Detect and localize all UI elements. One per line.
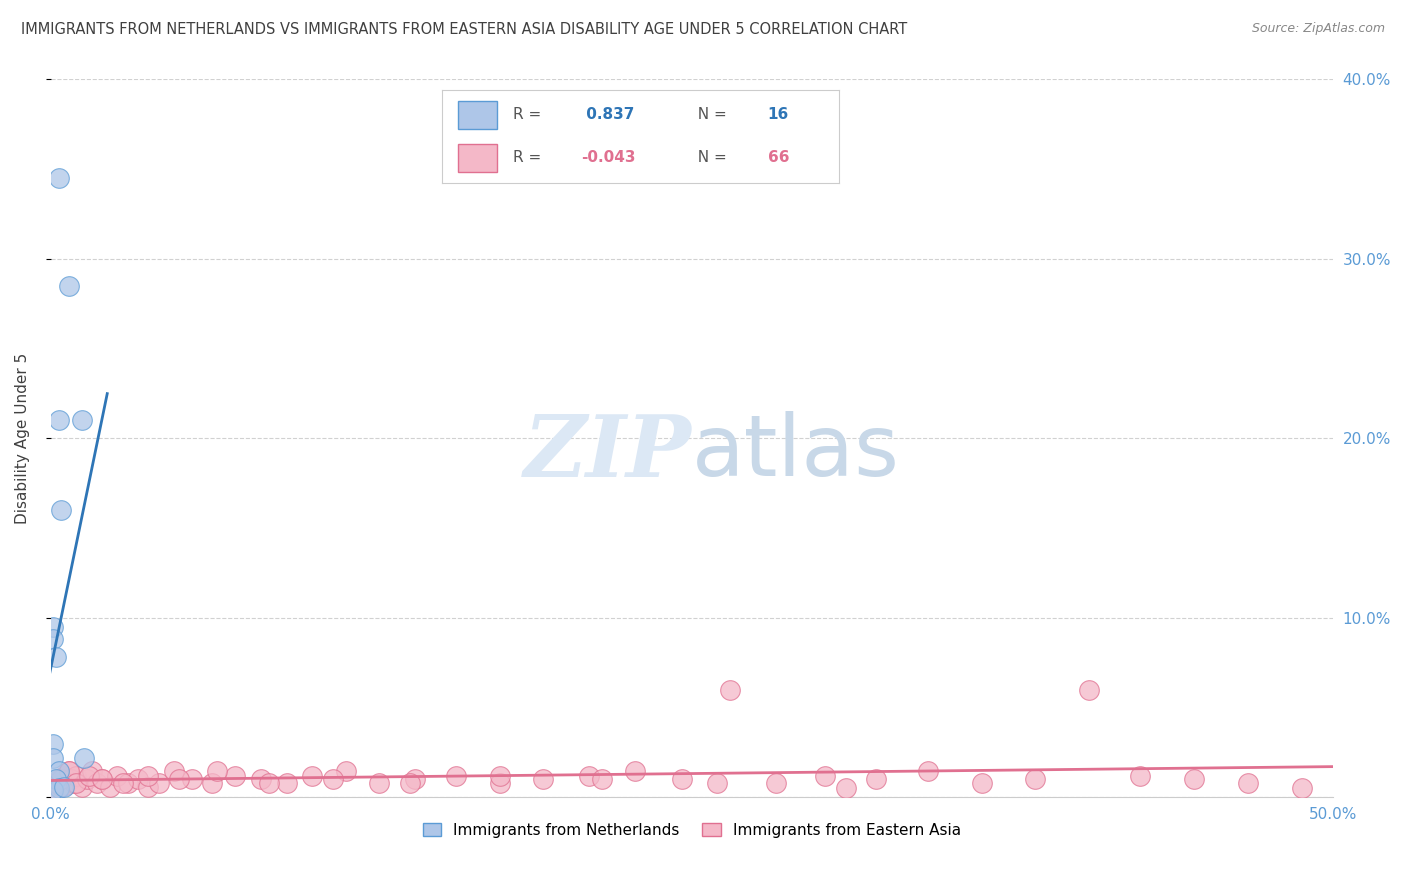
Point — [91, 772, 114, 787]
Point — [136, 780, 159, 794]
Point — [60, 772, 83, 787]
Point — [398, 776, 420, 790]
Point — [578, 769, 600, 783]
Point — [49, 780, 72, 794]
Point — [167, 772, 190, 787]
Point — [42, 632, 65, 647]
Point — [70, 780, 93, 794]
Point — [706, 776, 728, 790]
Point — [45, 650, 67, 665]
Point — [98, 780, 121, 794]
Point — [55, 778, 77, 792]
Point — [201, 776, 224, 790]
Point — [117, 776, 139, 790]
Point — [52, 780, 75, 794]
Point — [48, 764, 70, 778]
Point — [63, 776, 86, 790]
Text: Source: ZipAtlas.com: Source: ZipAtlas.com — [1251, 22, 1385, 36]
Point — [52, 769, 75, 783]
Point — [322, 772, 344, 787]
Point — [917, 764, 939, 778]
Point — [250, 772, 273, 787]
Point — [301, 769, 323, 783]
Point — [368, 776, 391, 790]
Point — [45, 776, 67, 790]
Point — [488, 776, 510, 790]
Point — [127, 772, 149, 787]
Text: IMMIGRANTS FROM NETHERLANDS VS IMMIGRANTS FROM EASTERN ASIA DISABILITY AGE UNDER: IMMIGRANTS FROM NETHERLANDS VS IMMIGRANT… — [21, 22, 907, 37]
Point — [58, 278, 80, 293]
Point — [45, 776, 67, 790]
Point — [42, 781, 65, 796]
Point — [671, 772, 693, 787]
Point — [73, 751, 96, 765]
Point — [970, 776, 993, 790]
Point — [79, 769, 101, 783]
Point — [1129, 769, 1152, 783]
Point — [65, 769, 87, 783]
Point — [1182, 772, 1205, 787]
Point — [49, 772, 72, 787]
Point — [80, 764, 103, 778]
Point — [65, 776, 87, 790]
Point — [814, 769, 837, 783]
Text: atlas: atlas — [692, 411, 900, 494]
Point — [70, 413, 93, 427]
Point — [42, 620, 65, 634]
Point — [531, 772, 554, 787]
Point — [276, 776, 298, 790]
Point — [444, 769, 467, 783]
Point — [488, 769, 510, 783]
Point — [257, 776, 280, 790]
Point — [335, 764, 357, 778]
Point — [86, 776, 108, 790]
Point — [58, 764, 80, 778]
Point — [48, 781, 70, 796]
Point — [404, 772, 426, 787]
Point — [42, 783, 65, 797]
Y-axis label: Disability Age Under 5: Disability Age Under 5 — [15, 352, 30, 524]
Point — [49, 503, 72, 517]
Point — [718, 682, 741, 697]
Point — [1078, 682, 1101, 697]
Point — [1237, 776, 1260, 790]
Text: ZIP: ZIP — [524, 411, 692, 494]
Point — [591, 772, 613, 787]
Point — [624, 764, 647, 778]
Point — [207, 764, 229, 778]
Point — [224, 769, 246, 783]
Point — [765, 776, 787, 790]
Point — [48, 170, 70, 185]
Point — [180, 772, 202, 787]
Point — [136, 769, 159, 783]
Point — [48, 772, 70, 787]
Point — [111, 776, 134, 790]
Point — [42, 751, 65, 765]
Point — [48, 413, 70, 427]
Point — [1024, 772, 1046, 787]
Point — [42, 737, 65, 751]
Point — [91, 772, 114, 787]
Point — [834, 781, 856, 796]
Legend: Immigrants from Netherlands, Immigrants from Eastern Asia: Immigrants from Netherlands, Immigrants … — [416, 816, 967, 844]
Point — [45, 772, 67, 787]
Point — [148, 776, 170, 790]
Point — [76, 772, 98, 787]
Point — [58, 764, 80, 778]
Point — [865, 772, 887, 787]
Point — [1291, 781, 1313, 796]
Point — [107, 769, 129, 783]
Point — [163, 764, 186, 778]
